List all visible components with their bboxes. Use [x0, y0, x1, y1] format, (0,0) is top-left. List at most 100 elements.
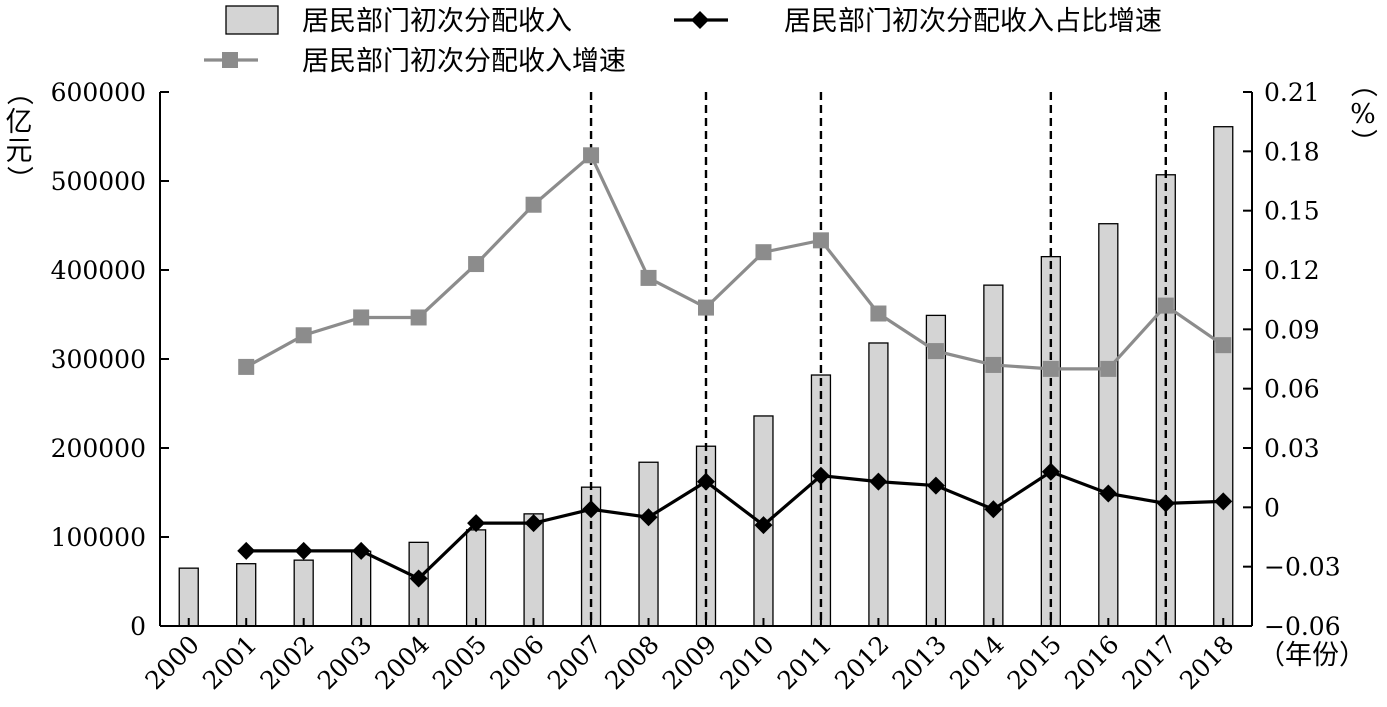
series-2-point-2016: [1100, 360, 1117, 377]
series-1-point-2010: [754, 516, 773, 535]
right-tick-label: 0.15: [1264, 197, 1320, 226]
series-2-point-2012: [870, 305, 887, 322]
bar-2015: [1040, 255, 1061, 627]
right-tick-label: 0.03: [1264, 434, 1320, 463]
series-1-point-2001: [237, 541, 256, 560]
right-tick-label: 0: [1264, 493, 1280, 522]
series-2-point-2001: [238, 358, 255, 375]
series-1-point-2005: [467, 514, 486, 533]
right-tick-label: 0.06: [1264, 375, 1320, 404]
left-tick-label: 200000: [51, 434, 146, 463]
series-1-point-2014: [984, 500, 1003, 519]
series-2-point-2015: [1042, 360, 1059, 377]
legend-marker-2: [222, 52, 238, 68]
legend-marker-1: [691, 11, 709, 29]
legend-item-2: 居民部门初次分配收入增速: [204, 46, 626, 77]
svg-text:）: ）: [3, 166, 34, 193]
series-2-point-2008: [640, 269, 657, 286]
left-tick-label: 500000: [51, 167, 146, 196]
x-tick-label: 2017: [1117, 630, 1182, 695]
series-2-point-2017: [1157, 297, 1174, 314]
series-line-1: [246, 469, 1224, 581]
right-tick-label: 0.12: [1264, 256, 1320, 285]
x-tick-label: 2012: [829, 630, 894, 695]
right-tick-label: 0.21: [1264, 78, 1320, 107]
bar-2013: [925, 314, 947, 627]
x-tick-label: 2006: [484, 630, 549, 695]
left-tick-label: 100000: [51, 523, 146, 552]
right-tick-label: −0.06: [1264, 612, 1341, 641]
legend-label-1: 居民部门初次分配收入占比增速: [784, 6, 1162, 37]
right-tick-label: 0.18: [1264, 137, 1320, 166]
lines-layer: [237, 147, 1233, 588]
x-tick-label: 2018: [1174, 630, 1239, 695]
series-1-point-2017: [1156, 494, 1175, 513]
left-axis-unit-label: （亿元）: [3, 79, 34, 193]
legend-label-bar: 居民部门初次分配收入: [302, 6, 572, 37]
left-tick-label: 300000: [51, 345, 146, 374]
bar-2000: [178, 567, 199, 627]
legend-swatch-bar: [225, 5, 279, 35]
series-2-point-2011: [812, 232, 829, 249]
svg-text:（: （: [1347, 71, 1378, 98]
svg-text:）: ）: [1347, 129, 1378, 156]
series-2-point-2018: [1215, 337, 1232, 354]
bar-2018: [1213, 126, 1234, 627]
x-tick-label: 2000: [139, 630, 204, 695]
series-1-point-2007: [582, 500, 601, 519]
reference-lines-layer: [589, 92, 1167, 626]
x-tick-label: 2015: [1002, 630, 1067, 695]
right-tick-label: −0.03: [1264, 553, 1341, 582]
series-1-point-2006: [524, 514, 543, 533]
left-tick-label: 0: [130, 612, 146, 641]
x-tick-label: 2002: [254, 630, 319, 695]
x-tick-label: 2014: [944, 630, 1009, 695]
series-1-point-2018: [1214, 492, 1233, 511]
x-tick-label: 2007: [542, 630, 607, 695]
x-tick-label: 2011: [772, 630, 837, 695]
bar-2014: [983, 284, 1004, 627]
right-axis-unit-label: （%）: [1347, 71, 1378, 156]
series-2-point-2003: [353, 309, 370, 326]
bar-2008: [638, 461, 659, 627]
left-tick-label: 400000: [51, 256, 146, 285]
series-2-point-2007: [583, 147, 600, 164]
x-tick-label: 2001: [197, 630, 262, 695]
bar-2001: [236, 563, 257, 627]
series-1-point-2016: [1099, 484, 1118, 503]
bar-2002: [293, 559, 314, 627]
series-1-point-2015: [1041, 462, 1060, 481]
series-2-point-2010: [755, 244, 772, 261]
series-2-point-2014: [985, 356, 1002, 373]
x-tick-label: 2003: [312, 630, 377, 695]
series-2-point-2009: [698, 299, 714, 316]
bar-2016: [1098, 223, 1119, 627]
series-1-point-2011: [811, 466, 830, 485]
series-1-point-2004: [409, 569, 428, 588]
x-tick-label: 2016: [1059, 630, 1124, 695]
svg-text:%: %: [1350, 99, 1376, 130]
svg-text:（: （: [3, 79, 34, 106]
series-line-2: [245, 152, 1225, 371]
bar-2003: [351, 550, 372, 627]
svg-text:亿: 亿: [6, 107, 33, 138]
x-tick-label: 2004: [369, 630, 434, 695]
series-1-point-2009: [697, 472, 715, 491]
x-tick-label: 2013: [887, 630, 952, 695]
right-tick-label: 0.09: [1264, 315, 1320, 344]
left-tick-label: 600000: [51, 78, 146, 107]
x-axis-unit-label: （年份）: [1258, 640, 1366, 671]
series-2-point-2005: [468, 256, 485, 273]
series-2-point-2006: [525, 196, 542, 213]
bar-2005: [465, 529, 487, 627]
x-tick-label: 2009: [657, 630, 722, 695]
series-1-point-2002: [294, 541, 313, 560]
series-1-point-2003: [352, 541, 371, 560]
legend-item-1: 居民部门初次分配收入占比增速: [674, 6, 1162, 37]
series-2-point-2004: [410, 309, 427, 326]
series-1-point-2012: [869, 472, 888, 491]
x-tick-label: 2010: [714, 630, 779, 695]
series-1-point-2013: [926, 476, 945, 495]
